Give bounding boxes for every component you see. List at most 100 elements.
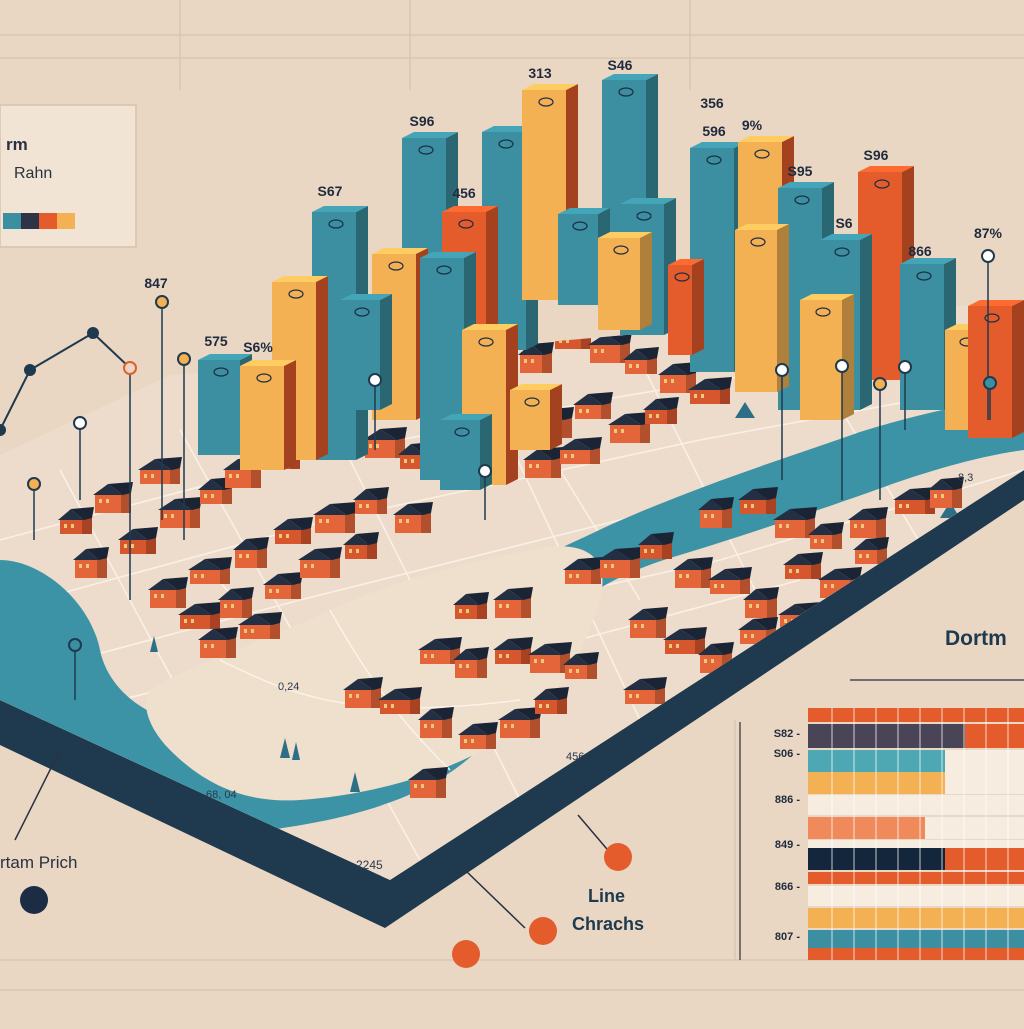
house [553,322,593,349]
hbar-title: Dortm [945,627,1007,650]
line-point [24,364,36,376]
legend-swatch [57,213,75,229]
house [638,532,674,559]
bar-series: 313 S46 356 S96 596 9% S95 S96 456 S67 S6 866 87% 847… [144,57,1024,490]
map-pin [177,352,191,540]
map-pin [873,377,887,500]
house [363,427,407,458]
callout-bottom-line1: Line [588,886,625,906]
callout-left-label: rtam Prich [0,853,77,872]
legend-title: rm [6,135,28,154]
bar-value-labels: 313 S46 356 S96 596 9% S95 S96 456 S67 S6 866 87% 847… [144,57,1002,355]
hbar [945,772,1024,794]
map-labels: 8,3 0,24 68, 04 456 2245 [206,472,973,872]
bar [340,294,392,410]
trees [150,402,960,792]
house [498,707,542,738]
house [523,447,563,478]
hbar [808,724,965,748]
hbar-category-label: 807 - [775,931,800,943]
houses [58,322,964,798]
bar [598,232,652,330]
house [558,437,602,464]
bar-value-label: 87% [974,225,1003,241]
map-label-center: 0,24 [278,681,299,693]
hbar [808,908,1024,928]
house [738,487,778,514]
house [298,547,342,578]
line-point [87,327,99,339]
bar-value-label: 356 [700,95,724,111]
house [408,767,448,798]
bar-value-label: S95 [788,163,813,179]
hbar-category-label: S82 - [774,728,801,740]
bar-value-label: 456 [452,185,476,201]
house [178,602,222,629]
house [628,607,668,638]
bar-value-label: S6% [243,339,273,355]
map-pin [73,416,87,500]
house [238,612,282,639]
hbar [945,848,1024,870]
house [343,677,383,708]
house [378,687,422,714]
house [58,507,94,534]
bar [968,300,1024,438]
house [563,557,603,584]
legend-box: rm Rahn [0,104,137,248]
house [343,532,379,559]
house [808,522,844,549]
hbar-category-label: 866 - [775,881,800,893]
house [688,377,732,404]
map-pins [27,249,997,700]
hbar [808,872,1024,884]
house [198,627,238,658]
house [698,497,734,528]
callout-dot-b [529,917,557,945]
house [623,347,659,374]
line-point [123,361,137,375]
callout-left-dot [20,886,48,914]
hbar-panel: Dortm S82 - S06 - 886 - 849 - 866 - 807 - [739,627,1024,960]
house [458,722,498,749]
house [708,567,752,594]
line-path [0,331,131,431]
line-point [0,424,6,436]
hbar [965,724,1024,748]
hbar-grid [831,708,1009,960]
house [188,557,232,584]
house [118,527,158,554]
map-pin [478,464,492,520]
map-pin [27,477,41,540]
bar-value-label: 575 [204,333,228,349]
house [273,517,313,544]
callout-dot-c [452,940,480,968]
bar [800,294,854,420]
house [313,502,357,533]
house [518,342,554,373]
house [848,507,888,538]
hbar [808,840,1024,848]
hbar [808,708,1024,722]
house [673,557,713,588]
legend-subtitle: Rahn [14,165,52,182]
bar-value-label: S96 [410,113,435,129]
hbar-category-label: S06 - [774,748,801,760]
house [148,577,188,608]
map-slab-side [0,470,1024,928]
callout-bottom: Line Chrachs [452,814,644,968]
map-label-river-lower: 456 [566,751,584,763]
map-pin [835,359,849,500]
map-pin [68,638,82,700]
map-label-river-right: 8,3 [958,472,973,484]
house [853,537,889,564]
house [573,392,613,419]
bar-value-label: 847 [144,275,168,291]
hbar [808,948,1024,960]
hbar [945,750,1024,772]
house [418,707,454,738]
house [623,677,667,704]
bar-value-label: S46 [608,57,633,73]
bar-value-label: 313 [528,65,552,81]
